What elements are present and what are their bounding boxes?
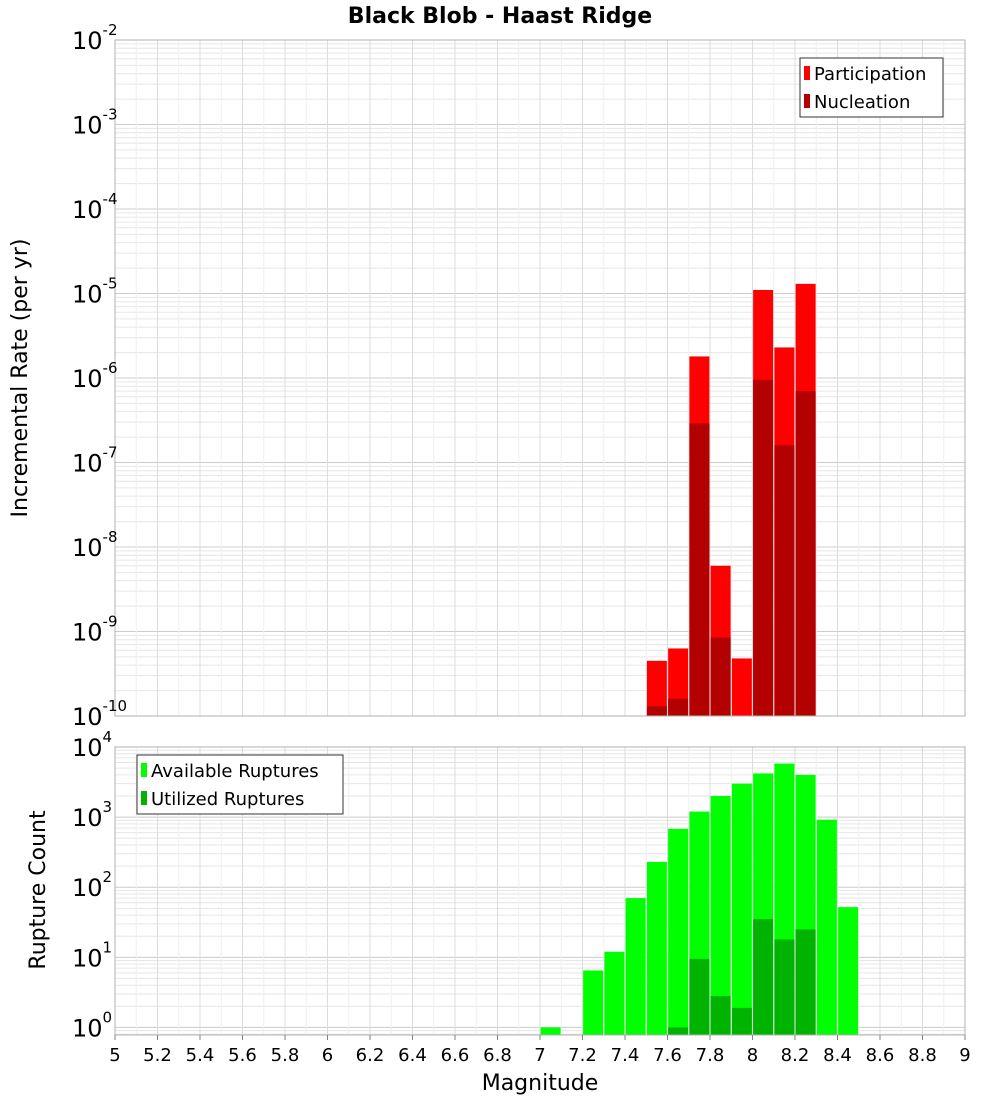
chart-title: Black Blob - Haast Ridge bbox=[348, 4, 652, 29]
bottom-bar-utilized-ruptures bbox=[668, 1027, 689, 1035]
top-bar-participation bbox=[731, 658, 752, 716]
bottom-bar-available-ruptures bbox=[604, 951, 625, 1035]
top-y-tick-label: 10-6 bbox=[72, 359, 118, 393]
top-plot-frame bbox=[114, 39, 966, 717]
x-tick-label: 6.8 bbox=[483, 1045, 512, 1066]
bottom-legend-label: Utilized Ruptures bbox=[151, 789, 304, 810]
top-y-tick-label: 10-10 bbox=[72, 697, 127, 731]
bottom-bar-utilized-ruptures bbox=[795, 929, 816, 1035]
top-y-tick-label: 10-5 bbox=[72, 275, 118, 309]
top-y-tick-label: 10-9 bbox=[72, 613, 118, 647]
x-tick-label: 7.2 bbox=[568, 1045, 597, 1066]
x-tick-label: 6.2 bbox=[356, 1045, 385, 1066]
x-tick-label: 8 bbox=[747, 1045, 758, 1066]
top-bar-participation bbox=[646, 660, 667, 716]
bottom-bar-available-ruptures bbox=[625, 898, 646, 1035]
x-tick-label: 8.2 bbox=[781, 1045, 810, 1066]
bottom-bar-utilized-ruptures bbox=[774, 939, 795, 1035]
bottom-legend-swatch bbox=[141, 791, 147, 805]
top-y-tick-label: 10-3 bbox=[72, 106, 118, 140]
bottom-y-tick-label: 104 bbox=[72, 728, 112, 762]
x-tick-label: 5.4 bbox=[186, 1045, 215, 1066]
x-tick-label: 7.6 bbox=[653, 1045, 682, 1066]
x-tick-label: 7 bbox=[534, 1045, 545, 1066]
top-legend-box bbox=[799, 57, 944, 118]
top-legend-swatch bbox=[804, 94, 810, 108]
bottom-bar-available-ruptures bbox=[668, 828, 689, 1035]
x-tick-label: 5.8 bbox=[271, 1045, 300, 1066]
top-bar-nucleation bbox=[710, 637, 731, 716]
top-legend-swatch bbox=[804, 66, 810, 80]
x-tick-label: 8.6 bbox=[866, 1045, 895, 1066]
bottom-bar-available-ruptures bbox=[816, 819, 837, 1035]
top-bar-nucleation bbox=[646, 706, 667, 716]
bottom-bar-available-ruptures bbox=[838, 907, 859, 1035]
top-bar-nucleation bbox=[689, 423, 710, 716]
x-tick-label: 7.4 bbox=[611, 1045, 640, 1066]
x-tick-label: 6 bbox=[322, 1045, 333, 1066]
x-tick-label: 6.4 bbox=[398, 1045, 427, 1066]
bottom-bar-available-ruptures bbox=[583, 970, 604, 1035]
x-tick-label: 9 bbox=[959, 1045, 970, 1066]
bottom-legend-box bbox=[136, 754, 344, 815]
top-y-axis-label: Incremental Rate (per yr) bbox=[8, 239, 33, 518]
bottom-plot-area: 100 101 102 103 104 5 5.2 5.4 5.6 5.8 6 6.2 6.4 6.6 6.… bbox=[72, 728, 971, 1066]
bottom-bar-utilized-ruptures bbox=[731, 1007, 752, 1035]
top-y-tick-label: 10-7 bbox=[72, 444, 118, 478]
bottom-bar-utilized-ruptures bbox=[753, 919, 774, 1035]
top-bar-nucleation bbox=[795, 391, 816, 716]
x-tick-label: 8.8 bbox=[908, 1045, 937, 1066]
bottom-legend-label: Available Ruptures bbox=[151, 761, 319, 782]
bottom-bar-available-ruptures bbox=[731, 783, 752, 1035]
bottom-y-tick-label: 101 bbox=[72, 938, 112, 972]
x-tick-label: 5 bbox=[109, 1045, 120, 1066]
bottom-legend-swatch bbox=[141, 763, 147, 777]
top-bar-nucleation bbox=[753, 379, 774, 716]
x-tick-label: 5.2 bbox=[143, 1045, 172, 1066]
x-tick-label: 6.6 bbox=[441, 1045, 470, 1066]
top-y-tick-label: 10-2 bbox=[72, 21, 118, 55]
bottom-y-tick-label: 100 bbox=[72, 1008, 112, 1042]
bottom-y-axis-label: Rupture Count bbox=[26, 810, 51, 970]
top-plot-area: 10-2 10-3 10-4 10-5 10-6 10-7 10-8 10-9 10-10 Par… bbox=[72, 21, 966, 731]
bottom-bar-available-ruptures bbox=[646, 861, 667, 1035]
bottom-bar-available-ruptures bbox=[710, 796, 731, 1035]
bottom-bar-utilized-ruptures bbox=[710, 996, 731, 1035]
bottom-y-tick-label: 103 bbox=[72, 798, 112, 832]
bottom-bar-utilized-ruptures bbox=[689, 958, 710, 1035]
x-tick-label: 5.6 bbox=[228, 1045, 257, 1066]
top-bar-nucleation bbox=[668, 698, 689, 716]
top-bar-nucleation bbox=[774, 445, 795, 716]
top-y-tick-label: 10-8 bbox=[72, 528, 118, 562]
bottom-bar-available-ruptures bbox=[540, 1027, 561, 1035]
x-tick-label: 7.8 bbox=[696, 1045, 725, 1066]
top-legend-label: Nucleation bbox=[814, 92, 910, 113]
bottom-y-tick-label: 102 bbox=[72, 868, 112, 902]
x-axis-label: Magnitude bbox=[482, 1071, 599, 1096]
top-y-tick-label: 10-4 bbox=[72, 190, 118, 224]
x-tick-label: 8.4 bbox=[823, 1045, 852, 1066]
top-legend-label: Participation bbox=[814, 64, 926, 85]
